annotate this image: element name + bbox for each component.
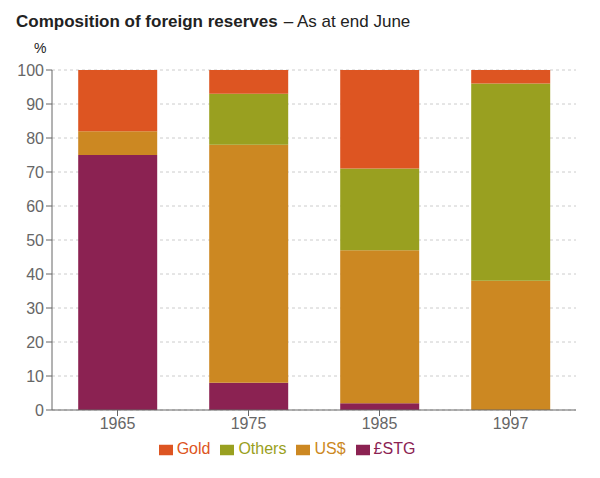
svg-text:40: 40	[26, 266, 44, 283]
html-text:Others: Others	[238, 440, 287, 457]
svg-text:60: 60	[26, 198, 44, 215]
html-text:£STG: £STG	[373, 440, 416, 457]
svg-text:100: 100	[17, 62, 44, 79]
html-text:Composition of foreign reserve: Composition of foreign reserves – As at …	[16, 12, 411, 31]
svg-text:80: 80	[26, 130, 44, 147]
svg-text:70: 70	[26, 164, 44, 181]
svg-text:20: 20	[26, 334, 44, 351]
svg-text:1985: 1985	[362, 415, 398, 432]
svg-text:30: 30	[26, 300, 44, 317]
svg-text:10: 10	[26, 368, 44, 385]
svg-text:1965: 1965	[100, 415, 136, 432]
svg-text:50: 50	[26, 232, 44, 249]
html-text:Gold: Gold	[176, 440, 211, 457]
svg-text:1997: 1997	[493, 415, 529, 432]
svg-text:0: 0	[35, 402, 44, 419]
html-text:US$: US$	[314, 440, 346, 457]
svg-text:90: 90	[26, 96, 44, 113]
svg-text:1975: 1975	[231, 415, 267, 432]
